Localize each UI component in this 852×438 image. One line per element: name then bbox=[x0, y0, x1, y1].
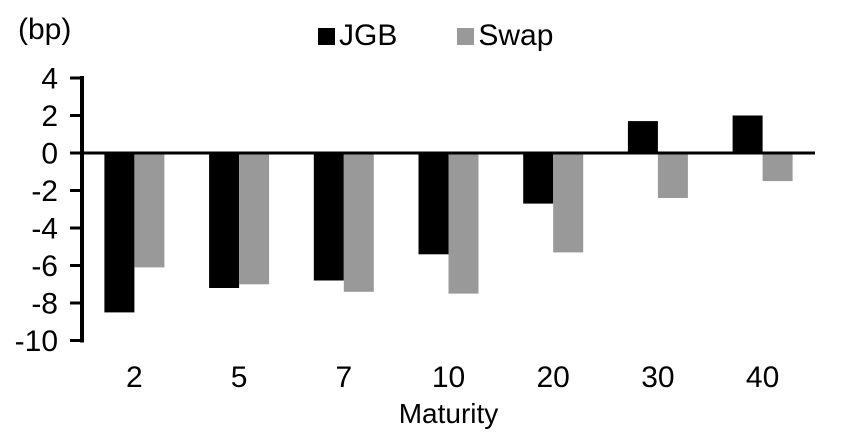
bar-jgb-2 bbox=[104, 153, 135, 313]
bar-swap-20 bbox=[553, 153, 584, 253]
bar-jgb-5 bbox=[209, 153, 240, 288]
x-tick-label-10: 10 bbox=[432, 361, 465, 394]
y-tick-label-0: 0 bbox=[41, 138, 58, 171]
y-tick-label--2: -2 bbox=[31, 175, 58, 208]
y-axis-unit-label: (bp) bbox=[18, 13, 72, 46]
y-tick-label-4: 4 bbox=[41, 63, 58, 96]
y-tick-label--8: -8 bbox=[31, 288, 58, 321]
bar-swap-2 bbox=[134, 153, 165, 268]
y-tick-label-2: 2 bbox=[41, 100, 58, 133]
x-tick-label-7: 7 bbox=[335, 361, 352, 394]
y-tick-label--4: -4 bbox=[31, 213, 58, 246]
bar-swap-10 bbox=[448, 153, 479, 294]
chart-legend: JGB Swap bbox=[318, 19, 553, 53]
bar-swap-40 bbox=[762, 153, 793, 182]
x-tick-label-5: 5 bbox=[231, 361, 248, 394]
bar-jgb-20 bbox=[523, 153, 554, 204]
x-tick-label-30: 30 bbox=[641, 361, 674, 394]
x-axis-title: Maturity bbox=[398, 398, 499, 429]
x-tick-label-2: 2 bbox=[126, 361, 143, 394]
bar-swap-30 bbox=[657, 153, 688, 198]
legend-label-jgb: JGB bbox=[339, 19, 398, 52]
bar-jgb-10 bbox=[418, 153, 449, 255]
bar-jgb-40 bbox=[732, 115, 763, 153]
legend-item-jgb: JGB bbox=[318, 19, 397, 53]
x-tick-label-20: 20 bbox=[537, 361, 570, 394]
x-tick-label-40: 40 bbox=[746, 361, 779, 394]
y-tick-label--10: -10 bbox=[15, 325, 58, 358]
legend-label-swap: Swap bbox=[478, 19, 554, 52]
legend-swatch-swap-icon bbox=[457, 27, 475, 45]
y-tick-label--6: -6 bbox=[31, 250, 58, 283]
legend-item-swap: Swap bbox=[457, 19, 553, 53]
legend-swatch-jgb-icon bbox=[318, 27, 335, 45]
bar-jgb-7 bbox=[313, 153, 344, 281]
bar-swap-7 bbox=[343, 153, 374, 292]
bar-jgb-30 bbox=[627, 121, 658, 153]
bar-swap-5 bbox=[239, 153, 270, 285]
